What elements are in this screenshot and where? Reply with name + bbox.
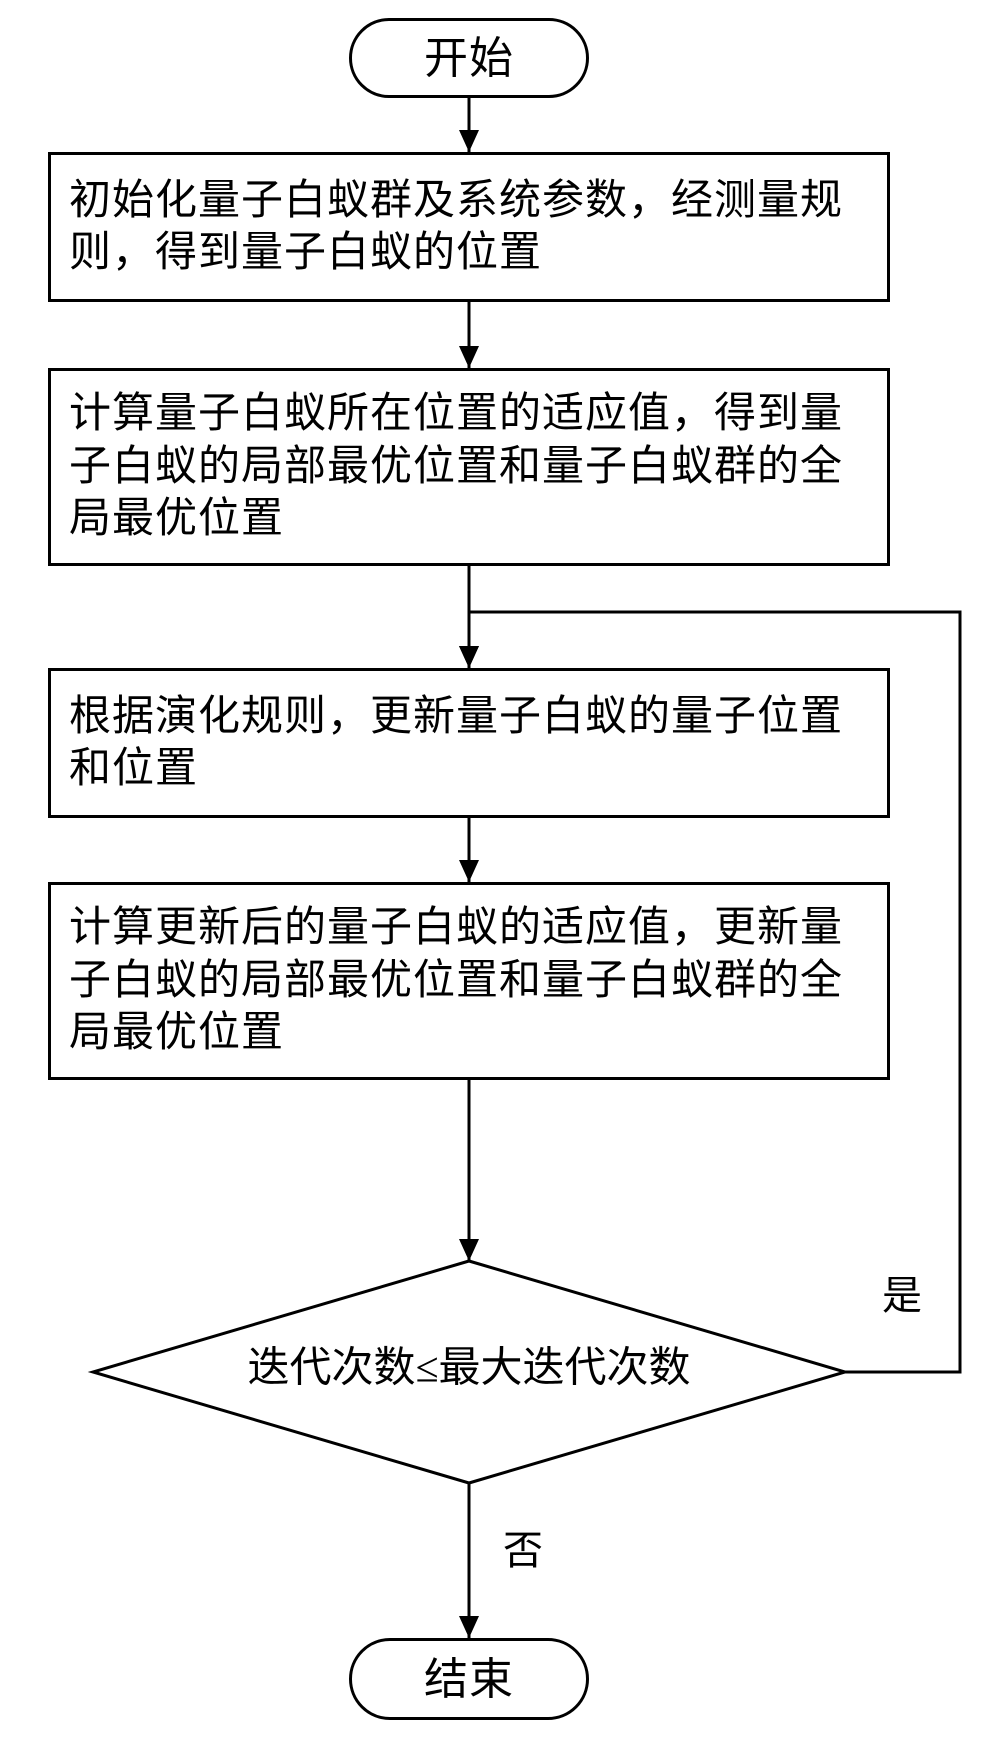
arrowhead <box>459 130 479 152</box>
decision-label: 迭代次数≤最大迭代次数 <box>247 1346 690 1392</box>
arrowhead <box>459 346 479 368</box>
process-fit1: 计算量子白蚁所在位置的适应值，得到量子白蚁的局部最优位置和量子白蚁群的全局最优位… <box>48 368 890 566</box>
process-init: 初始化量子白蚁群及系统参数，经测量规则，得到量子白蚁的位置 <box>48 152 890 302</box>
arrowhead <box>459 646 479 668</box>
terminal-start: 开始 <box>349 18 589 98</box>
arrowhead <box>459 646 479 668</box>
arrowhead <box>459 1616 479 1638</box>
decision-shape <box>93 1261 845 1483</box>
arrowhead <box>459 1239 479 1261</box>
edge-label: 是 <box>882 1273 922 1318</box>
process-update: 根据演化规则，更新量子白蚁的量子位置和位置 <box>48 668 890 818</box>
arrowhead <box>459 860 479 882</box>
edge-label: 否 <box>503 1528 543 1573</box>
terminal-end: 结束 <box>349 1638 589 1720</box>
process-fit2: 计算更新后的量子白蚁的适应值，更新量子白蚁的局部最优位置和量子白蚁群的全局最优位… <box>48 882 890 1080</box>
